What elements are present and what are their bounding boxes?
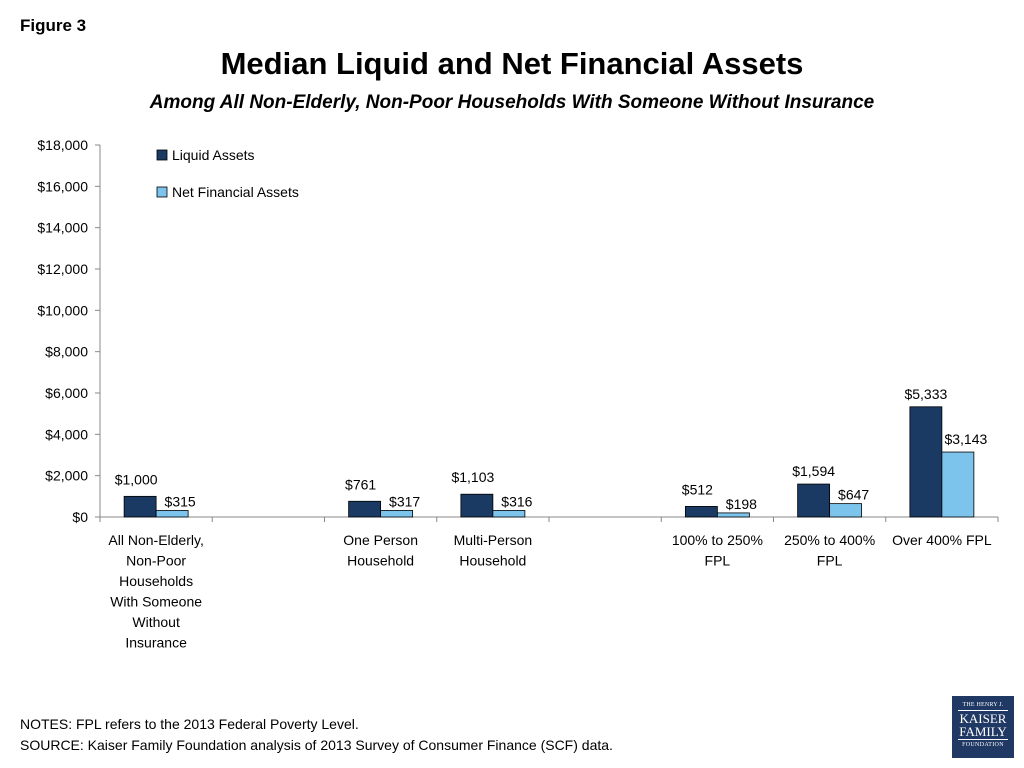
legend-swatch	[156, 149, 168, 161]
data-label: $315	[165, 493, 196, 509]
bar	[460, 493, 494, 518]
legend-label: Liquid Assets	[172, 147, 255, 163]
legend-swatch	[156, 186, 168, 198]
data-label: $1,594	[792, 463, 835, 479]
data-label: $5,333	[904, 386, 947, 402]
x-tick-label: Non-Poor	[126, 553, 186, 569]
x-tick-label: Over 400% FPL	[892, 532, 992, 548]
data-label: $317	[389, 493, 420, 509]
y-tick-label: $4,000	[45, 426, 88, 442]
data-label: $3,143	[944, 431, 987, 447]
data-label: $512	[682, 481, 713, 497]
y-tick-label: $6,000	[45, 385, 88, 401]
chart-subtitle: Among All Non-Elderly, Non-Poor Househol…	[149, 92, 875, 113]
bar	[492, 510, 526, 518]
x-tick-label: 100% to 250%	[672, 532, 763, 548]
data-label: $198	[726, 496, 757, 512]
y-tick-label: $8,000	[45, 344, 88, 360]
x-tick-label: Without	[132, 614, 180, 630]
bar	[716, 512, 750, 518]
source-line: SOURCE: Kaiser Family Foundation analysi…	[20, 737, 613, 753]
bar	[941, 451, 975, 518]
data-label: $647	[838, 487, 869, 503]
y-tick-label: $16,000	[37, 178, 88, 194]
x-tick-label: Insurance	[125, 635, 187, 651]
bar	[797, 483, 831, 518]
x-tick-label: Multi-Person	[454, 532, 533, 548]
kff-logo: THE HENRY J. KAISER FAMILY FOUNDATION	[952, 696, 1014, 758]
x-tick-label: Household	[347, 553, 414, 569]
figure-label: Figure 3	[20, 16, 87, 35]
data-label: $316	[501, 493, 532, 509]
x-tick-label: Household	[459, 553, 526, 569]
y-tick-label: $14,000	[37, 220, 88, 236]
y-tick-label: $0	[72, 509, 88, 525]
bar	[380, 510, 414, 518]
data-label: $761	[345, 476, 376, 492]
data-label: $1,000	[115, 471, 158, 487]
bar-chart: $0 $2,000 $4,000 $6,000 $8,000 $10,000 $12,000…	[37, 137, 999, 651]
x-tick-label: FPL	[705, 553, 731, 569]
bar	[829, 503, 863, 518]
x-tick-label: With Someone	[110, 594, 202, 610]
x-tick-label: FPL	[817, 553, 843, 569]
notes: NOTES: FPL refers to the 2013 Federal Po…	[20, 714, 613, 756]
data-label: $1,103	[451, 469, 494, 485]
notes-line: NOTES: FPL refers to the 2013 Federal Po…	[20, 716, 359, 732]
y-tick-label: $10,000	[37, 302, 88, 318]
bar	[909, 406, 943, 518]
x-tick-label: All Non-Elderly,	[108, 532, 203, 548]
chart-title: Median Liquid and Net Financial Assets	[220, 46, 804, 81]
y-tick-label: $18,000	[37, 137, 88, 153]
bar	[684, 506, 718, 518]
y-tick-label: $2,000	[45, 468, 88, 484]
bar	[155, 510, 189, 518]
x-tick-label: 250% to 400%	[784, 532, 875, 548]
x-tick-label: Households	[119, 573, 193, 589]
bar	[123, 495, 157, 518]
y-tick-label: $12,000	[37, 261, 88, 277]
legend-label: Net Financial Assets	[172, 184, 299, 200]
bar	[348, 500, 382, 518]
x-tick-label: One Person	[343, 532, 418, 548]
